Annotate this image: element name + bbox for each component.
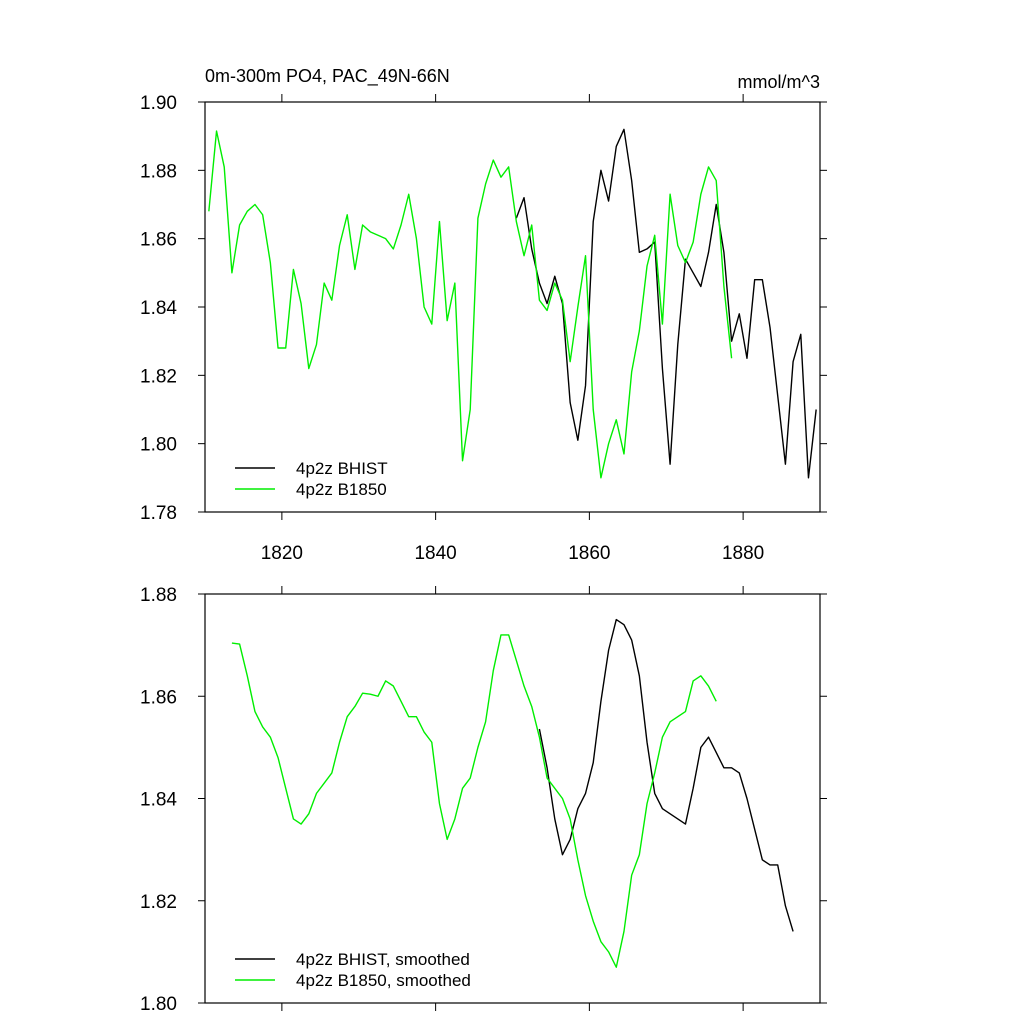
data-line [538,618,794,932]
y-tick-label: 1.78 [140,503,177,524]
y-tick-label: 1.84 [140,298,177,319]
units-label: mmol/m^3 [738,72,820,92]
legend-label: 4p2z B1850 [296,480,387,499]
y-tick-label: 1.86 [140,687,177,708]
data-line [208,130,733,479]
data-line [231,634,717,968]
y-tick-label: 1.90 [140,93,177,114]
y-tick-label: 1.82 [140,366,177,387]
y-tick-label: 1.88 [140,161,177,182]
y-tick-label: 1.82 [140,892,177,913]
x-tick-label: 1860 [568,543,610,564]
plot-frame [204,101,821,513]
x-tick-label: 1840 [414,543,456,564]
legend-label: 4p2z B1850, smoothed [296,971,471,990]
x-tick-label: 1820 [261,543,303,564]
y-tick-label: 1.88 [140,585,177,606]
y-tick-label: 1.86 [140,230,177,251]
chart-title: 0m-300m PO4, PAC_49N-66N [205,66,450,87]
x-tick-label: 1880 [722,543,764,564]
plot-frame [204,593,821,1004]
y-tick-label: 1.80 [140,994,177,1015]
legend-label: 4p2z BHIST [296,459,388,478]
y-tick-label: 1.80 [140,435,177,456]
data-line [515,128,817,479]
legend-label: 4p2z BHIST, smoothed [296,950,470,969]
y-tick-label: 1.84 [140,790,177,811]
